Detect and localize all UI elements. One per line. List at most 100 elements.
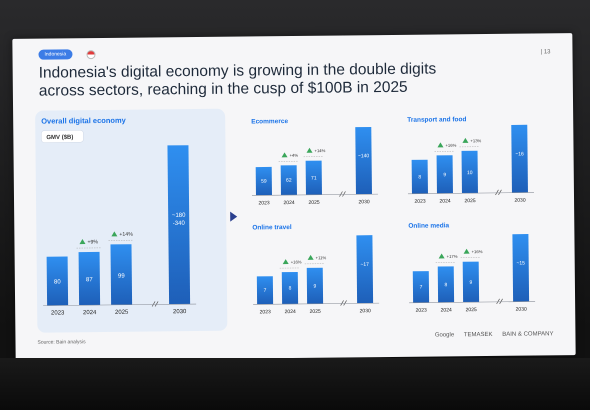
chart3-growth-label-2024: +16%: [291, 259, 302, 264]
chart0-value-label-2030-b: -340: [173, 221, 186, 227]
chart1-tick-label-2024: 2024: [283, 200, 294, 206]
chart1-value-label-2025: 71: [311, 175, 317, 181]
chart4-value-label-2023: 7: [420, 284, 423, 290]
chart1-growth-up-icon-2024: [281, 152, 288, 158]
chart4-bar-2023: [412, 271, 430, 303]
chart1-axis-break-a: [339, 191, 343, 197]
presentation-slide: Indonesia | 13 Indonesia's digital econo…: [12, 33, 576, 361]
chart0-bar-2030: [167, 145, 191, 305]
chart3-tick-label-2023: 2023: [260, 309, 271, 315]
chart3-axis-break-b: [343, 300, 347, 306]
chart0-bar-2025: [110, 244, 133, 305]
chart4-value-label-2030: ~15: [516, 260, 525, 266]
chart4-title: Online media: [408, 222, 449, 229]
chart0-bar-2024: [78, 251, 101, 306]
chart3-axis-break-a: [340, 300, 344, 306]
chart4-baseline: [409, 301, 536, 304]
chart2-value-label-2030: ~16: [515, 151, 524, 157]
chart2-baseline: [407, 192, 534, 195]
chart1-tick-label-2023: 2023: [258, 200, 269, 206]
chart2-tick-label-2030: 2030: [514, 198, 525, 204]
chart2-growth-label-2025: +13%: [470, 138, 481, 143]
chart0-tick-label-2024: 2024: [83, 310, 97, 316]
chart3-tick-label-2024: 2024: [285, 309, 296, 315]
chart4-axis-break-b: [499, 298, 503, 305]
chart0-tick-label-2030: 2030: [173, 309, 187, 315]
chart0-value-label-2025: 99: [118, 274, 125, 280]
chart4-value-label-2025: 9: [469, 280, 472, 286]
chart1-axis-break-b: [342, 191, 346, 197]
chart3-baseline: [253, 302, 380, 305]
chart0-value-label-2023: 80: [54, 279, 61, 285]
chart1-bar-2025: [305, 160, 322, 195]
chart4-growth-label-2024: +17%: [447, 254, 458, 259]
chart4-tick-label-2025: 2025: [466, 307, 477, 313]
chart0-baseline: [43, 303, 197, 306]
chart1-value-label-2030: ~140: [358, 153, 370, 159]
chart2-axis-break-b: [498, 189, 502, 196]
chart2-bar-2025: [461, 150, 478, 194]
chart4-tick-label-2030: 2030: [516, 307, 527, 313]
chart1-bar-2024: [280, 165, 297, 196]
chart1-tick-label-2030: 2030: [358, 199, 369, 205]
chart1-tick-label-2025: 2025: [308, 200, 319, 206]
chart0-tick-label-2025: 2025: [115, 310, 129, 316]
chart2-bar-2023: [411, 159, 428, 194]
chart0-value-label-2024: 87: [86, 277, 93, 283]
chart1-baseline: [251, 193, 378, 196]
chart3-growth-up-icon-2024: [282, 259, 289, 265]
chart3-title: Online travel: [252, 224, 292, 231]
chart0-growth-up-icon-2025: [111, 231, 118, 237]
chart4-bar-2025: [462, 261, 480, 303]
chart2-bar-2030: [511, 124, 528, 193]
chart3-value-label-2023: 7: [264, 288, 267, 294]
chart4-axis-break-a: [496, 298, 500, 305]
chart3-value-label-2024: 8: [289, 286, 292, 292]
chart2-growth-label-2024: +16%: [445, 143, 456, 148]
chart0-subtitle: GMV ($B): [46, 135, 73, 141]
chart0-tick-label-2023: 2023: [51, 310, 65, 316]
chart4-growth-up-icon-2024: [438, 253, 445, 259]
chart0-subtitle-box: [41, 129, 84, 143]
chart2-axis-break-a: [495, 189, 499, 196]
chart2-value-label-2025: 10: [467, 170, 473, 176]
chart0-title: Overall digital economy: [41, 116, 127, 126]
chart3-value-label-2030: ~17: [360, 262, 369, 268]
chart1-bar-2030: [355, 126, 372, 195]
chart1-value-label-2024: 62: [286, 178, 292, 184]
chart0-growth-label-2024: +9%: [87, 239, 98, 245]
stage-floor: [0, 358, 590, 410]
chart3-growth-label-2025: +11%: [316, 255, 327, 260]
chart1-growth-label-2024: +4%: [290, 153, 299, 158]
chart2-tick-label-2024: 2024: [439, 198, 450, 204]
chart2-value-label-2024: 9: [443, 172, 446, 178]
chart1-title: Ecommerce: [251, 118, 288, 125]
chart1-growth-up-icon-2025: [306, 147, 313, 153]
chart1-bar-2023: [255, 166, 272, 196]
chart4-value-label-2024: 8: [445, 282, 448, 288]
chart0-value-label-2030: ~180: [172, 213, 186, 219]
chart1-growth-label-2025: +14%: [314, 148, 325, 153]
chart2-tick-label-2025: 2025: [464, 198, 475, 204]
chart4-growth-label-2025: +16%: [472, 249, 483, 254]
chart2-growth-up-icon-2024: [437, 142, 444, 148]
chart0-growth-up-icon-2024: [79, 239, 86, 245]
chart4-growth-up-icon-2025: [463, 248, 470, 254]
chart3-growth-up-icon-2025: [307, 254, 314, 260]
chart0-growth-label-2025: +14%: [119, 232, 133, 238]
chart1-value-label-2023: 59: [261, 179, 267, 185]
chart4-tick-label-2024: 2024: [441, 307, 452, 313]
chart3-value-label-2025: 9: [314, 284, 317, 290]
chart4-bar-2024: [437, 266, 455, 303]
chart3-tick-label-2030: 2030: [360, 308, 371, 314]
chart3-tick-label-2025: 2025: [310, 309, 321, 315]
chart2-bar-2024: [436, 155, 453, 194]
chart3-bar-2025: [306, 267, 324, 304]
chart0-axis-break-b: [154, 301, 159, 307]
chart2-growth-up-icon-2025: [462, 137, 469, 143]
chart4-bar-2030: [512, 234, 530, 302]
chart3-bar-2023: [256, 276, 274, 305]
chart3-bar-2024: [281, 271, 299, 305]
chart3-bar-2030: [356, 235, 374, 304]
